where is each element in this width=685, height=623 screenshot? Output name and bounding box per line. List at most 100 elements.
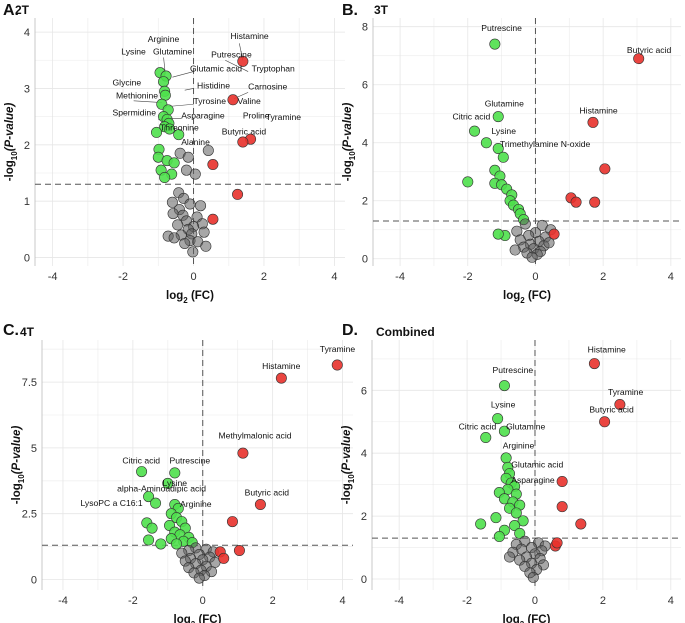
x-axis-label: log2 (FC) — [166, 290, 214, 305]
data-point-up — [587, 116, 599, 128]
y-tick-label: 2 — [24, 140, 30, 152]
x-tick-label: -2 — [462, 595, 472, 607]
y-tick-label: 7.5 — [22, 377, 37, 389]
y-tick-label: 5 — [31, 443, 37, 455]
data-point-down — [489, 38, 501, 50]
data-point-ns — [166, 196, 178, 208]
x-tick-label: 0 — [200, 595, 206, 607]
data-point-down — [469, 125, 481, 137]
data-point-down — [143, 491, 155, 503]
x-tick-label: 0 — [532, 271, 538, 283]
x-tick-label: -4 — [395, 271, 405, 283]
data-point-ns — [519, 218, 531, 230]
metabolite-label: Histamine — [231, 31, 269, 41]
data-point-down — [492, 111, 504, 123]
panel-letter: A. — [3, 2, 19, 19]
label-leader-line — [172, 71, 194, 78]
gridlines — [373, 18, 681, 266]
x-tick-label: -2 — [118, 271, 128, 283]
x-tick-label: 0 — [190, 271, 196, 283]
data-point-down — [490, 512, 502, 524]
data-points — [475, 358, 626, 583]
data-point-down — [159, 172, 171, 184]
metabolite-label: Tyrosine — [194, 96, 227, 106]
data-point-ns — [182, 151, 194, 163]
data-point-ns — [202, 144, 214, 156]
x-axis-label: log2 (FC) — [174, 614, 222, 623]
data-point-down — [498, 380, 510, 392]
x-tick-label: -4 — [48, 271, 58, 283]
data-point-down — [146, 522, 158, 534]
data-point-up — [599, 163, 611, 175]
metabolite-label: Arginine — [180, 499, 212, 509]
data-point-down — [498, 425, 510, 437]
data-point-up — [589, 196, 601, 208]
y-tick-label: 6 — [361, 385, 367, 397]
data-point-up — [227, 94, 239, 106]
data-point-down — [500, 452, 512, 464]
y-tick-label: 4 — [362, 138, 368, 150]
y-tick-label: 2 — [361, 511, 367, 523]
metabolite-label: Tyramine — [320, 344, 356, 354]
metabolite-label: Glutamine — [506, 422, 545, 432]
data-point-ns — [543, 237, 555, 249]
metabolite-label: Citric acid — [459, 422, 497, 432]
data-point-down — [164, 123, 176, 135]
metabolite-label: Tyramine — [266, 112, 302, 122]
x-tick-label: 0 — [532, 595, 538, 607]
metabolite-label: Lysine — [121, 47, 146, 57]
metabolite-label: Carnosine — [248, 82, 287, 92]
data-point-up — [556, 501, 568, 513]
data-point-down — [171, 538, 183, 550]
data-point-down — [510, 507, 522, 519]
y-tick-label: 8 — [362, 22, 368, 34]
metabolite-label: Proline — [243, 110, 270, 120]
data-point-down — [492, 143, 504, 155]
data-points — [151, 55, 257, 258]
data-point-down — [493, 531, 505, 543]
data-point-down — [462, 176, 474, 188]
metabolite-label: Putrescine — [481, 23, 522, 33]
data-point-down — [497, 151, 509, 163]
metabolite-label: Tyramine — [608, 387, 644, 397]
metabolite-label: Alanine — [181, 137, 210, 147]
x-tick-label: -2 — [463, 271, 473, 283]
metabolite-label: Histidine — [197, 80, 230, 90]
panel-letter: C. — [3, 322, 19, 339]
y-axis-label: -log10(P-value) — [11, 426, 26, 505]
x-axis-label: log2 (FC) — [503, 290, 551, 305]
x-tick-label: -2 — [128, 595, 138, 607]
panel-title: 3T — [374, 3, 389, 17]
data-point-up — [207, 159, 219, 171]
data-point-up — [633, 53, 645, 65]
metabolite-label: Trimethylamine N-oxide — [500, 139, 591, 149]
data-point-down — [514, 527, 526, 539]
metabolite-label: Citric acid — [122, 456, 160, 466]
metabolite-label: Lysine — [491, 400, 516, 410]
metabolite-label: Asparagine — [181, 110, 225, 120]
metabolite-label: Arginine — [503, 440, 535, 450]
metabolite-label: Glycine — [113, 78, 142, 88]
data-point-down — [492, 228, 504, 240]
panel-title: 2T — [15, 3, 30, 17]
data-point-ns — [198, 226, 210, 238]
data-point-down — [509, 520, 521, 532]
data-point-up — [588, 358, 600, 370]
y-axis-label: -log10(P-value) — [4, 103, 19, 182]
data-point-down — [151, 126, 163, 138]
data-point-down — [169, 467, 181, 479]
metabolite-label: Methylmalonic acid — [218, 431, 291, 441]
metabolite-label: Lysine — [491, 126, 516, 136]
data-point-down — [480, 431, 492, 443]
metabolite-label: Tryptophan — [252, 64, 295, 74]
data-point-ns — [184, 198, 196, 210]
y-axis-label: -log10(P-value) — [342, 103, 357, 182]
data-point-down — [158, 76, 170, 88]
y-tick-label: 1 — [24, 196, 30, 208]
data-points — [136, 359, 343, 584]
data-point-ns — [167, 208, 179, 220]
data-point-down — [162, 477, 174, 489]
panel-1: B. 3T -4 -2 0 2 4 0 2 4 6 8 Putrescine Butyric acid Gl… — [342, 2, 681, 305]
data-point-ns — [526, 251, 538, 263]
data-point-up — [218, 552, 230, 564]
